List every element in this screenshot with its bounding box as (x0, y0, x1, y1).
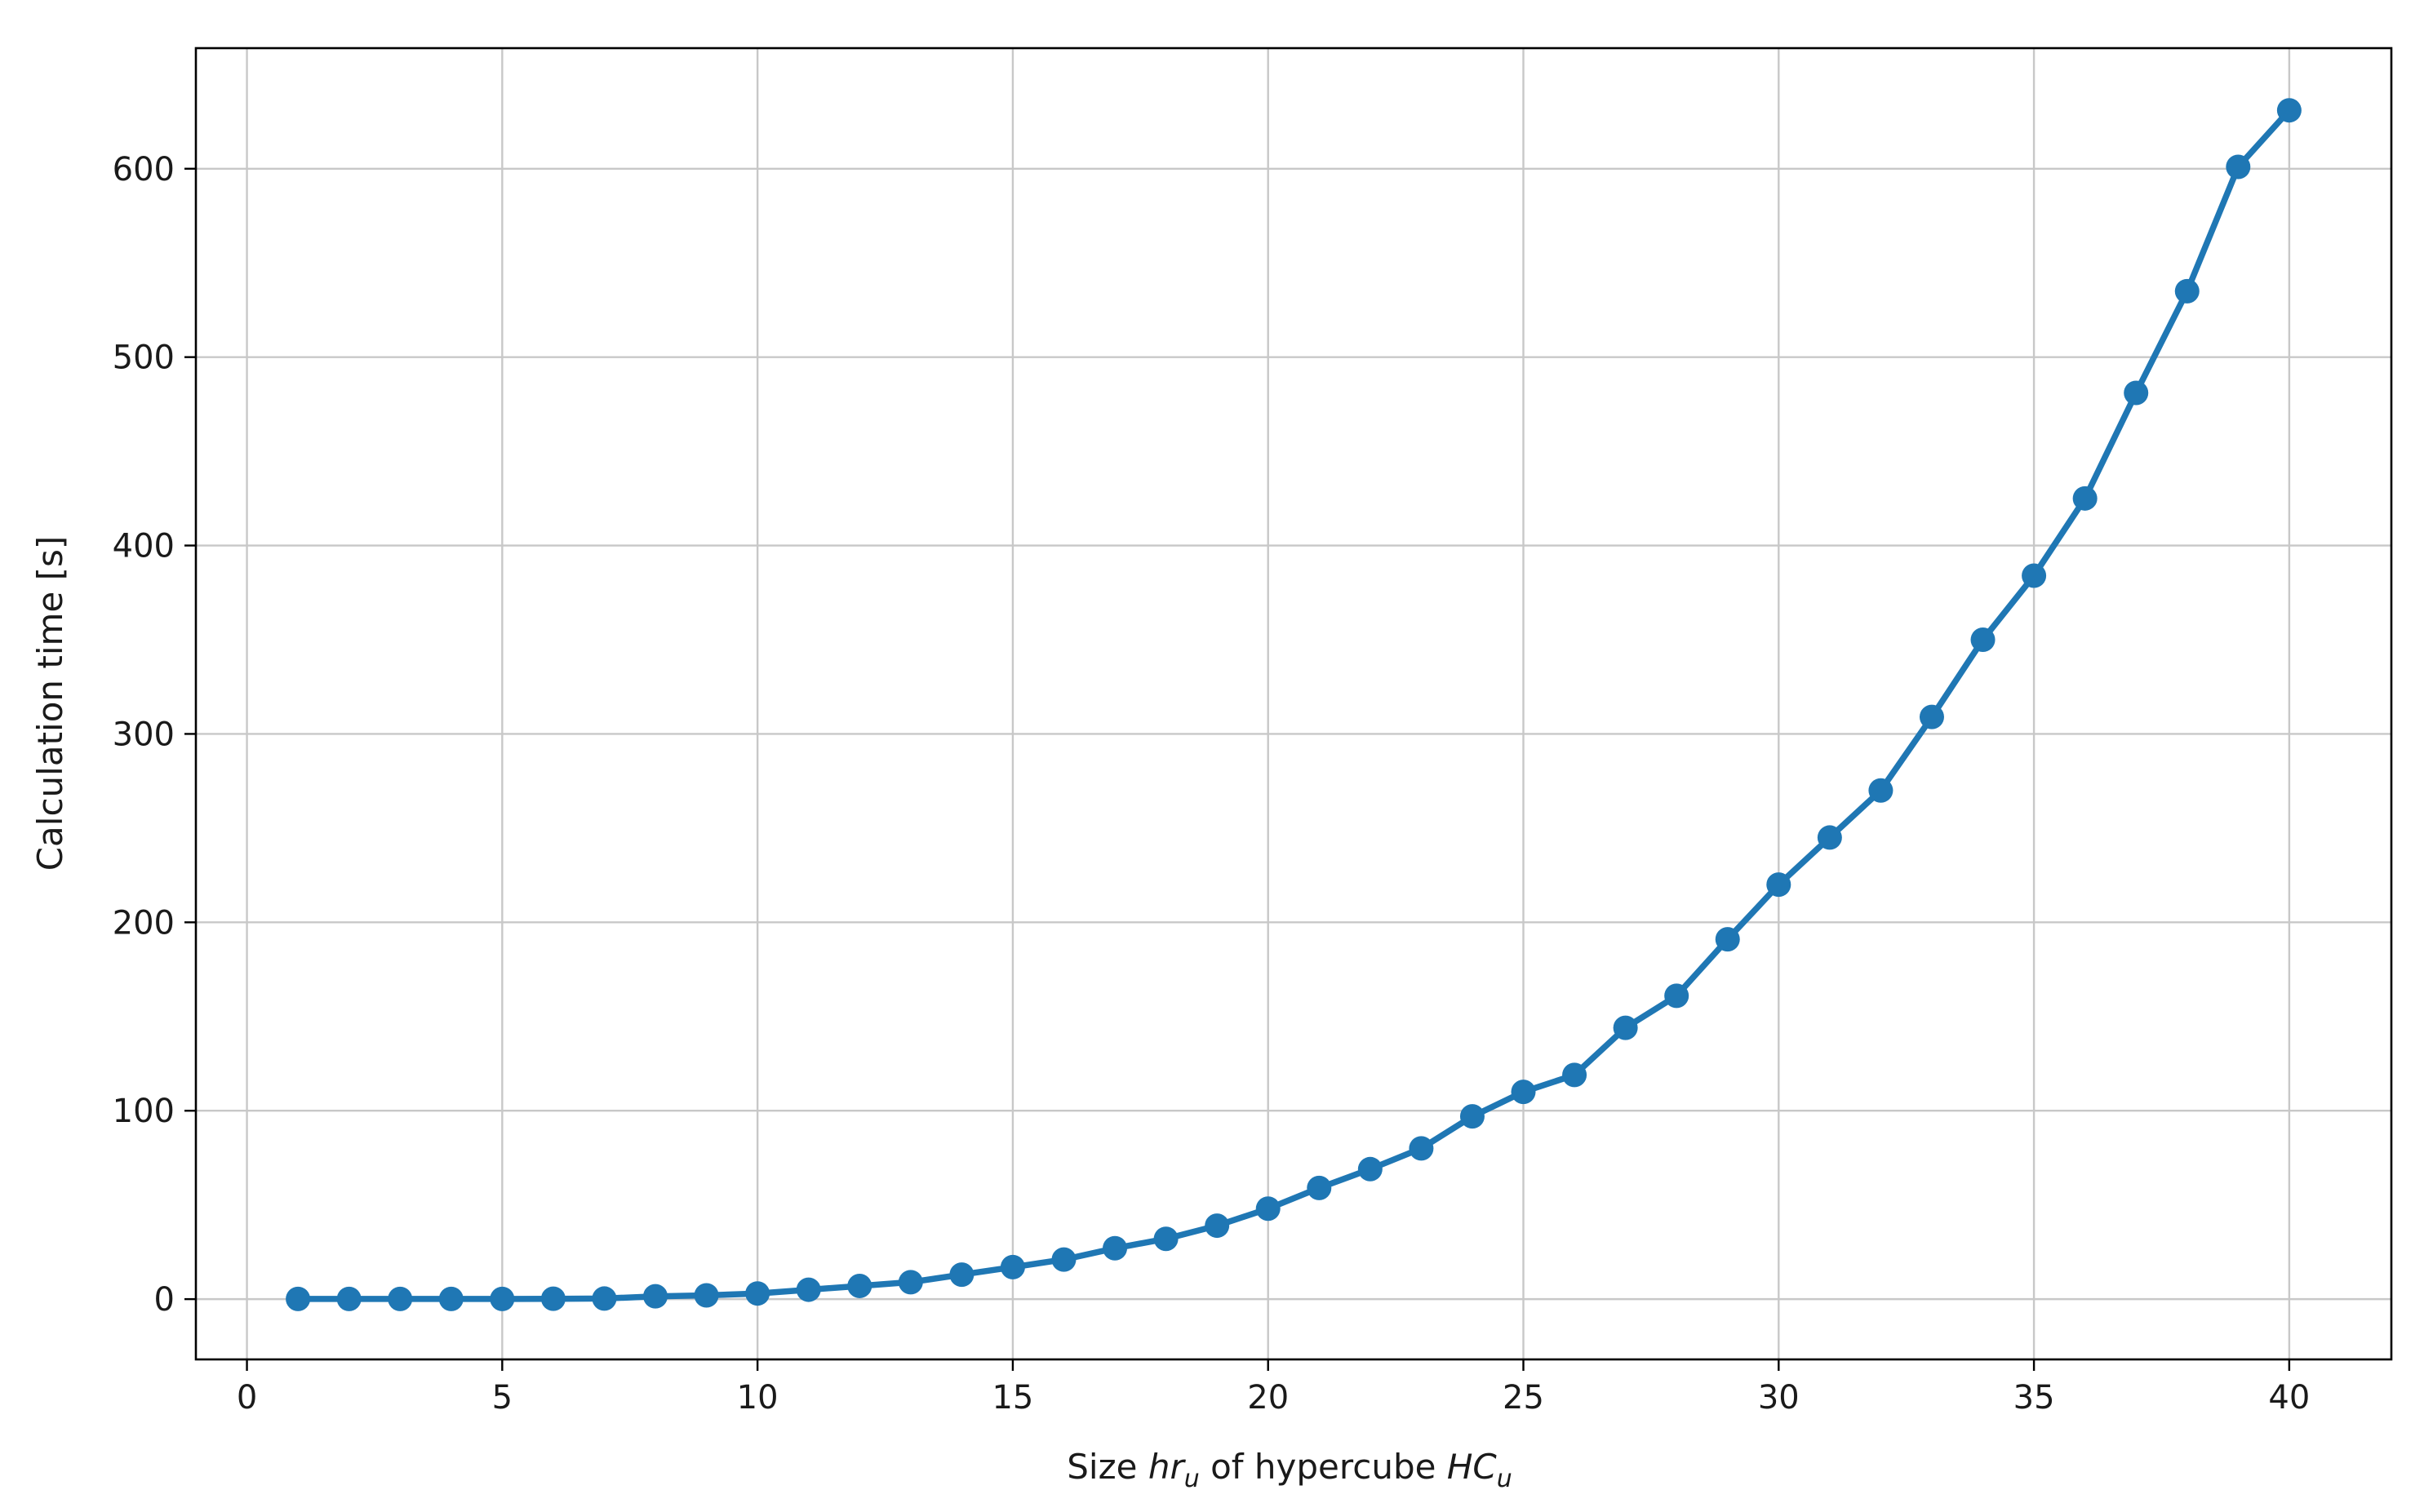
data-point (1000, 1254, 1025, 1279)
data-point (540, 1286, 566, 1311)
data-point (1153, 1226, 1179, 1252)
data-point (1357, 1156, 1383, 1182)
grid-lines (196, 48, 2391, 1359)
y-tick-label: 0 (154, 1281, 175, 1319)
axis-ticks (184, 167, 2291, 1371)
data-point (1459, 1104, 1485, 1129)
data-point (1511, 1080, 1536, 1105)
y-tick-label: 100 (113, 1093, 175, 1130)
x-tick-label: 20 (1247, 1379, 1289, 1417)
data-point (2226, 154, 2251, 180)
data-point (643, 1284, 668, 1309)
y-axis-label: Calculation time [s] (30, 536, 70, 871)
data-point (592, 1286, 617, 1311)
data-point (694, 1283, 719, 1308)
x-tick-label: 0 (237, 1379, 257, 1417)
data-point (388, 1286, 413, 1311)
x-tick-label: 30 (1758, 1379, 1800, 1417)
data-point (1051, 1247, 1077, 1272)
data-point (2022, 563, 2047, 588)
series-line (295, 107, 2293, 1302)
y-tick-label: 600 (113, 151, 175, 188)
data-point (1664, 983, 1689, 1009)
data-point (1562, 1062, 1587, 1088)
x-axis-label: Size hru of hypercube HCu (1067, 1447, 1512, 1493)
x-tick-label: 15 (992, 1379, 1033, 1417)
data-point (1307, 1175, 1332, 1200)
x-tick-label: 40 (2268, 1379, 2310, 1417)
x-tick-label: 25 (1503, 1379, 1544, 1417)
y-tick-label: 200 (113, 904, 175, 942)
data-point (2276, 98, 2302, 123)
x-tick-label: 35 (2013, 1379, 2055, 1417)
data-point (1766, 872, 1791, 898)
data-point (1205, 1213, 1230, 1239)
data-point (1817, 825, 1842, 850)
data-point (1970, 627, 1996, 652)
data-point (2174, 278, 2200, 304)
data-point (438, 1286, 464, 1311)
data-point (1255, 1196, 1281, 1222)
x-tick-label: 10 (737, 1379, 779, 1417)
data-point (1409, 1136, 1434, 1161)
data-point (336, 1286, 362, 1311)
data-point (1919, 704, 1944, 729)
data-point (490, 1286, 515, 1311)
data-point (847, 1273, 872, 1298)
y-tick-label: 300 (113, 716, 175, 753)
data-point (286, 1286, 311, 1311)
data-point (1868, 778, 1893, 803)
data-point (2124, 380, 2149, 406)
data-point (745, 1281, 770, 1306)
y-tick-label: 500 (113, 339, 175, 377)
y-tick-label: 400 (113, 528, 175, 565)
data-point (1613, 1015, 1638, 1040)
x-tick-label: 5 (492, 1379, 513, 1417)
plot-frame (194, 47, 2393, 1361)
data-point (1103, 1235, 1128, 1261)
data-point (949, 1262, 974, 1288)
data-series (286, 98, 2302, 1311)
data-point (796, 1277, 821, 1302)
data-point (898, 1270, 923, 1295)
data-point (2072, 486, 2098, 511)
data-point (1715, 927, 1740, 952)
